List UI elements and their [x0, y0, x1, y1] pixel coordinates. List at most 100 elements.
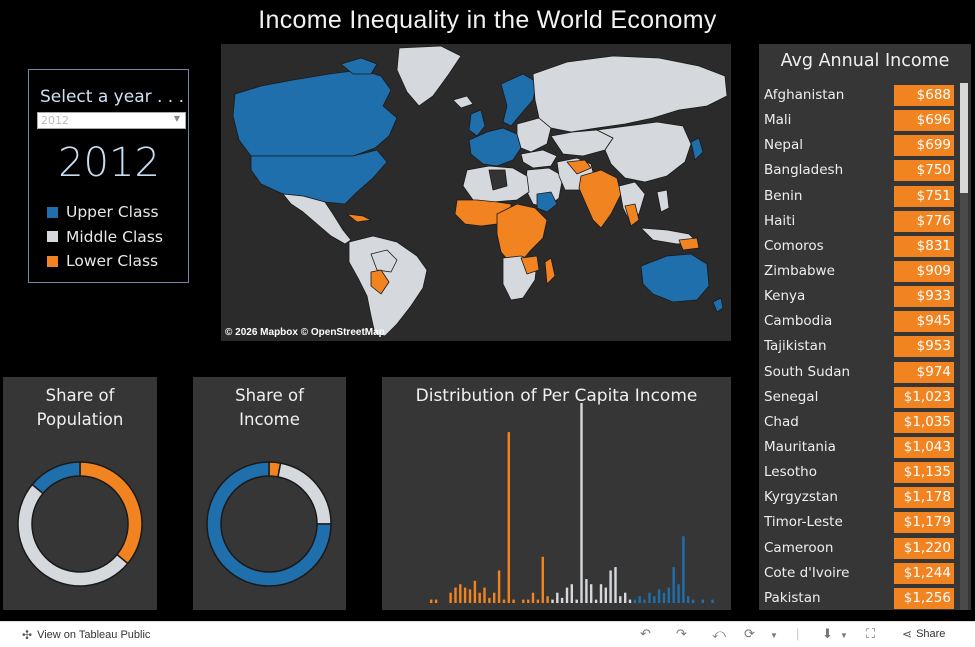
income-row[interactable]: Tajikistan $953 [759, 334, 971, 359]
distribution-bar[interactable] [463, 587, 467, 603]
income-scrollbar-thumb[interactable] [960, 83, 968, 193]
income-row-country: Kyrgyzstan [764, 489, 838, 506]
distribution-bar[interactable] [536, 599, 540, 603]
distribution-bar[interactable] [691, 599, 695, 603]
distribution-bar[interactable] [556, 592, 559, 603]
distribution-bar[interactable] [434, 599, 438, 603]
share-button[interactable]: ⋖ Share [902, 627, 945, 641]
income-row[interactable]: Pakistan $1,256 [759, 586, 971, 610]
revert-icon[interactable]: ⤺ [712, 626, 726, 641]
income-row-value: $945 [894, 311, 954, 333]
year-dropdown[interactable]: 2012 ▼ [37, 112, 186, 129]
donut-slice-middle-class[interactable] [17, 483, 129, 587]
distribution-bar[interactable] [657, 589, 661, 603]
map-attribution[interactable]: © 2026 Mapbox © OpenStreetMap [225, 327, 385, 338]
distribution-bar[interactable] [449, 592, 452, 603]
income-row[interactable]: Comoros $831 [759, 234, 971, 259]
income-row[interactable]: Mali $696 [759, 108, 971, 133]
download-icon[interactable]: ⬇ [822, 626, 833, 641]
distribution-bar[interactable] [551, 599, 554, 603]
income-row[interactable]: South Sudan $974 [759, 360, 971, 385]
distribution-bar[interactable] [662, 592, 666, 603]
income-row[interactable]: Afghanistan $688 [759, 83, 971, 108]
distribution-bar[interactable] [488, 597, 491, 603]
income-row[interactable]: Bangladesh $750 [759, 158, 971, 183]
donut-slice-upper-class[interactable] [31, 461, 81, 495]
distribution-bar[interactable] [512, 599, 515, 603]
income-row[interactable]: Kenya $933 [759, 284, 971, 309]
legend-item-upper[interactable]: Upper Class [47, 200, 163, 225]
distribution-bar[interactable] [507, 432, 510, 603]
distribution-bar[interactable] [701, 599, 704, 603]
distribution-bar[interactable] [585, 579, 588, 603]
distribution-bar[interactable] [468, 589, 472, 603]
distribution-bar[interactable] [687, 596, 690, 603]
distribution-bar[interactable] [711, 599, 714, 603]
distribution-bar[interactable] [546, 596, 549, 603]
distribution-bar[interactable] [565, 587, 569, 603]
distribution-bar[interactable] [454, 587, 457, 603]
income-row[interactable]: Benin $751 [759, 184, 971, 209]
view-on-tableau-link[interactable]: ✣ View on Tableau Public [22, 628, 150, 642]
distribution-bar[interactable] [624, 592, 627, 603]
distribution-bar[interactable] [560, 597, 564, 603]
income-row[interactable]: Mauritania $1,043 [759, 435, 971, 460]
income-row[interactable]: Haiti $776 [759, 209, 971, 234]
distribution-bar[interactable] [677, 584, 680, 603]
income-row[interactable]: Cambodia $945 [759, 309, 971, 334]
distribution-bar[interactable] [638, 596, 641, 603]
distribution-bar[interactable] [522, 599, 525, 603]
distribution-bar[interactable] [653, 596, 656, 603]
income-row[interactable]: Zimbabwe $909 [759, 259, 971, 284]
download-menu-chevron-icon[interactable]: ▼ [840, 631, 848, 640]
distribution-bar[interactable] [493, 592, 496, 603]
distribution-bar[interactable] [594, 599, 598, 603]
undo-icon[interactable]: ↶ [640, 626, 651, 641]
distribution-bar[interactable] [527, 599, 530, 603]
distribution-bar[interactable] [575, 599, 578, 603]
refresh-menu-chevron-icon[interactable]: ▼ [770, 631, 778, 640]
income-row[interactable]: Timor-Leste $1,179 [759, 510, 971, 535]
donut-slice-middle-class[interactable] [277, 462, 332, 525]
distribution-bar[interactable] [619, 596, 622, 603]
distribution-bar[interactable] [628, 599, 632, 603]
income-row[interactable]: Cote d'Ivoire $1,244 [759, 561, 971, 586]
distribution-bar[interactable] [633, 599, 637, 603]
distribution-bar[interactable] [502, 599, 506, 603]
distribution-bar[interactable] [609, 570, 612, 604]
distribution-bar[interactable] [614, 567, 617, 603]
income-row[interactable]: Kyrgyzstan $1,178 [759, 485, 971, 510]
legend-item-middle[interactable]: Middle Class [47, 225, 163, 250]
distribution-bar[interactable] [643, 599, 646, 603]
income-row[interactable]: Nepal $699 [759, 133, 971, 158]
donut-slice-lower-class[interactable] [79, 461, 143, 565]
distribution-bar[interactable] [599, 584, 603, 603]
world-map[interactable]: © 2026 Mapbox © OpenStreetMap [221, 44, 731, 341]
distribution-bar[interactable] [541, 556, 544, 603]
income-row[interactable]: Cameroon $1,220 [759, 536, 971, 561]
distribution-bar[interactable] [497, 570, 501, 604]
distribution-bar[interactable] [478, 592, 481, 603]
distribution-bar[interactable] [682, 536, 685, 603]
distribution-bar[interactable] [473, 580, 477, 603]
distribution-bar[interactable] [672, 567, 675, 603]
distribution-bar[interactable] [648, 592, 651, 603]
distribution-bar[interactable] [570, 584, 573, 603]
distribution-bar[interactable] [604, 587, 607, 603]
income-row[interactable]: Chad $1,035 [759, 410, 971, 435]
distribution-bar[interactable] [430, 599, 433, 603]
distribution-bar[interactable] [483, 587, 486, 603]
distribution-bar[interactable] [580, 403, 583, 603]
distribution-bar[interactable] [667, 587, 670, 603]
income-scrollbar[interactable] [960, 83, 968, 610]
distribution-bar[interactable] [459, 584, 462, 603]
refresh-icon[interactable]: ⟳ [744, 626, 755, 641]
income-row[interactable]: Senegal $1,023 [759, 385, 971, 410]
redo-icon[interactable]: ↷ [676, 626, 687, 641]
donut-slice-upper-class[interactable] [206, 461, 332, 587]
fullscreen-icon[interactable]: ⛶ [866, 626, 876, 641]
distribution-bar[interactable] [531, 592, 535, 603]
legend-item-lower[interactable]: Lower Class [47, 249, 163, 274]
distribution-bar[interactable] [590, 584, 593, 603]
income-row[interactable]: Lesotho $1,135 [759, 460, 971, 485]
